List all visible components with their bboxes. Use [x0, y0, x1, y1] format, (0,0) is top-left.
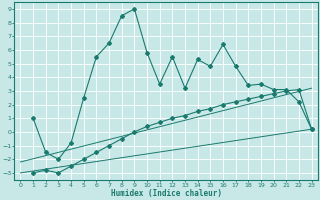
X-axis label: Humidex (Indice chaleur): Humidex (Indice chaleur) — [110, 189, 221, 198]
